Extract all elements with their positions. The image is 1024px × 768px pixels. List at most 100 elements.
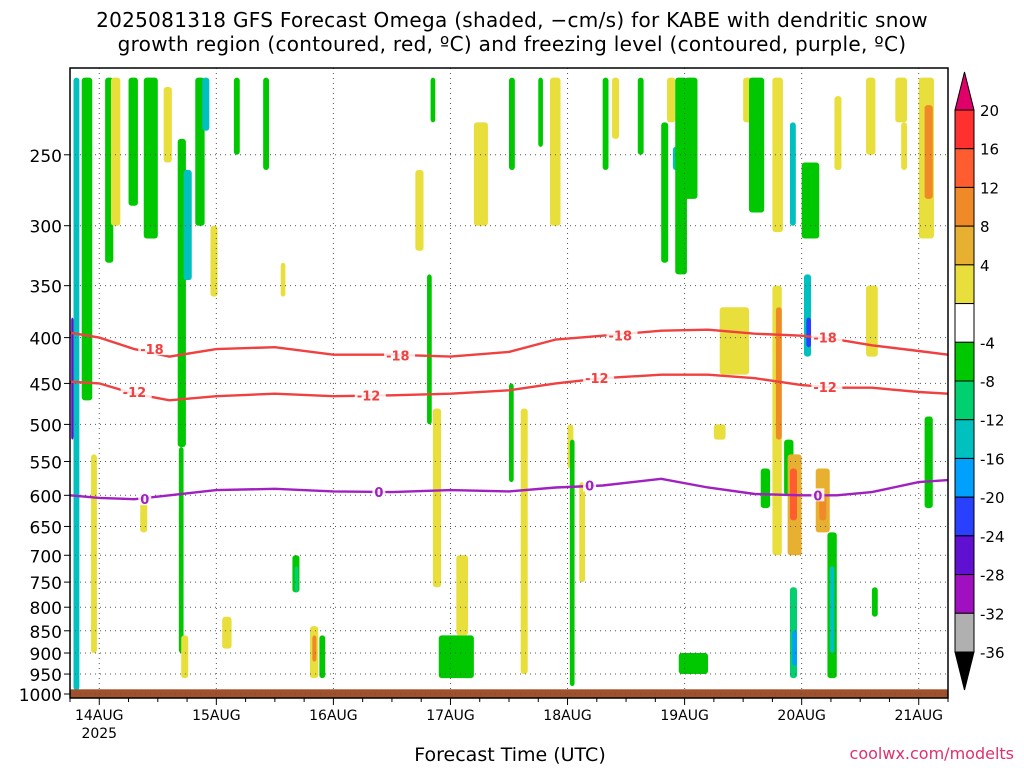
- contour-label-bg-8: [138, 492, 152, 506]
- omega-shade-5: [110, 77, 121, 226]
- contour-label-bg-10: [583, 478, 597, 492]
- contour-label-bg-11: [811, 488, 825, 502]
- omega-shade-51: [719, 307, 749, 375]
- omega-shade-39: [569, 439, 575, 687]
- y-tick-label-700: 700: [30, 547, 62, 567]
- contour-label-bg-4: [120, 384, 152, 398]
- y-tick-label-250: 250: [30, 147, 62, 167]
- x-tick-label-2: 16AUG: [309, 708, 358, 724]
- omega-shade-1: [71, 317, 74, 440]
- omega-shade-32: [473, 122, 488, 226]
- omega-shade-36: [538, 77, 543, 147]
- y-tick-label-350: 350: [30, 278, 62, 298]
- omega-shade-28: [430, 77, 436, 123]
- omega-shade-15: [202, 77, 210, 131]
- colorbar-label-12: -32: [980, 605, 1005, 623]
- omega-shade-47: [675, 77, 687, 275]
- omega-shade-72: [871, 587, 878, 617]
- colorbar-label-7: -12: [980, 412, 1005, 430]
- colorbar-box-0: [954, 109, 975, 150]
- omega-shade-17: [222, 616, 232, 649]
- omega-shade-22: [294, 566, 299, 593]
- omega-shade-40: [579, 482, 586, 583]
- omega-shade-48: [684, 77, 698, 199]
- contour-label-1: -18: [386, 350, 410, 365]
- y-tick-label-750: 750: [30, 574, 62, 594]
- x-tick-label-5: 19AUG: [660, 708, 709, 724]
- contour-label-bg-1: [384, 348, 416, 362]
- omega-shade-26: [415, 170, 424, 251]
- omega-shade-18: [233, 77, 240, 155]
- x-tick-label-7: 21AUG: [894, 708, 943, 724]
- site-credit: coolwx.com/modelts: [849, 744, 1014, 763]
- x-tick-label-4: 18AUG: [543, 708, 592, 724]
- omega-shade-53: [748, 77, 765, 213]
- omega-shade-73: [866, 77, 876, 155]
- omega-shade-2: [81, 77, 93, 401]
- omega-shade-75: [895, 77, 908, 123]
- colorbar-box-13: [954, 612, 975, 653]
- omega-shade-8: [143, 77, 158, 239]
- colorbar-box-10: [954, 496, 975, 537]
- omega-shade-59: [789, 122, 796, 226]
- omega-shade-3: [91, 454, 97, 654]
- omega-shade-33: [509, 77, 515, 171]
- omega-shade-55: [772, 77, 783, 233]
- y-tick-label-950: 950: [30, 666, 62, 686]
- chart-title-line-1: 2025081318 GFS Forecast Omega (shaded, −…: [96, 8, 928, 32]
- omega-shade-9: [163, 86, 172, 163]
- omega-shade-7: [140, 501, 148, 533]
- omega-shade-68: [819, 495, 827, 521]
- y-tick-label-1000: 1000: [19, 686, 62, 706]
- colorbar-box-2: [954, 186, 975, 227]
- y-tick-label-450: 450: [30, 375, 62, 395]
- omega-shade-57: [775, 307, 782, 440]
- contour-label-6: -12: [585, 372, 609, 387]
- omega-shade-37: [549, 77, 561, 226]
- x-tick-label-0: 14AUG: [75, 708, 124, 724]
- colorbar-label-13: -36: [980, 644, 1005, 662]
- colorbar-label-4: 4: [980, 257, 990, 275]
- contour-label-7: -12: [813, 381, 837, 396]
- omega-shade-20: [280, 262, 286, 297]
- omega-shade-49: [678, 653, 709, 675]
- omega-shade-79: [924, 416, 933, 509]
- omega-shade-54: [760, 468, 771, 509]
- colorbar-label-8: -16: [980, 450, 1005, 468]
- y-tick-label-300: 300: [30, 218, 62, 238]
- omega-shade-11: [178, 447, 184, 654]
- colorbar-box-6: [954, 341, 975, 382]
- omega-shade-70: [829, 566, 835, 654]
- omega-shade-19: [263, 77, 270, 171]
- omega-shade-43: [637, 77, 644, 155]
- x-tick-label-6: 20AUG: [777, 708, 826, 724]
- omega-shade-66: [806, 317, 812, 348]
- colorbar-box-12: [954, 574, 975, 614]
- colorbar-label-3: 8: [980, 218, 990, 236]
- colorbar-label-1: 16: [980, 141, 999, 159]
- omega-shade-31: [456, 555, 469, 636]
- omega-shade-64: [801, 162, 820, 239]
- colorbar-box-11: [954, 535, 975, 576]
- omega-shade-25: [319, 635, 326, 679]
- colorbar-label-2: 12: [980, 179, 999, 197]
- colorbar-label-11: -28: [980, 567, 1005, 585]
- x-tick-label-0-year: 2025: [81, 726, 117, 742]
- omega-shade-44: [661, 122, 669, 263]
- y-tick-label-400: 400: [30, 330, 62, 350]
- colorbar-label-6: -8: [980, 373, 995, 391]
- contour-label-3: -18: [813, 332, 837, 347]
- colorbar-label-5: -4: [980, 334, 995, 352]
- contour-label-2: -18: [609, 330, 633, 345]
- y-tick-label-550: 550: [30, 453, 62, 473]
- colorbar-box-7: [954, 380, 975, 421]
- colorbar-box-5: [954, 303, 975, 343]
- omega-shade-76: [901, 122, 908, 171]
- omega-shade-29: [432, 408, 442, 588]
- omega-shade-50: [713, 424, 726, 440]
- omega-shade-12: [183, 170, 192, 281]
- omega-shade-78: [924, 105, 933, 199]
- colorbar-label-9: -20: [980, 489, 1005, 507]
- contour-label-11: 0: [813, 489, 822, 504]
- contour-label-0: -18: [140, 343, 164, 358]
